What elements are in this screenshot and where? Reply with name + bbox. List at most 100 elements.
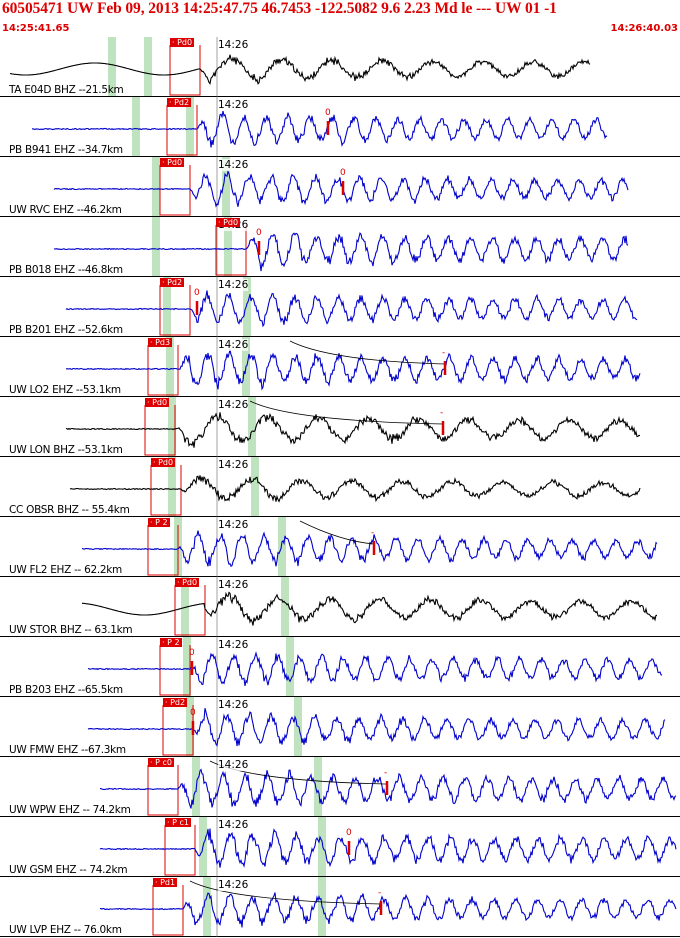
trace-canvas <box>0 217 680 277</box>
trace-row[interactable]: 14:26 · P c1 0 UW GSM EHZ -- 74.2km <box>0 817 680 877</box>
trace-row[interactable]: 14:26 · Pd2 0 PB B941 EHZ --34.7km <box>0 97 680 157</box>
station-label: CC OBSR BHZ -- 55.4km <box>9 504 130 516</box>
p-pick-marker <box>147 525 179 576</box>
waveform-trace <box>53 232 629 272</box>
minute-tick-label: 14:26 <box>218 399 249 411</box>
trace-canvas <box>0 457 680 517</box>
phase-window-band <box>168 397 176 457</box>
trace-row[interactable]: 14:26 · Pd3 - UW LO2 EHZ --53.1km <box>0 337 680 397</box>
pick-label[interactable]: · Pd0 <box>216 218 241 227</box>
trace-row[interactable]: 14:26 · Pd0 0 UW RVC EHZ --46.2km <box>0 157 680 217</box>
minute-tick-label: 14:26 <box>218 879 249 891</box>
pick-label[interactable]: · P 2 <box>148 518 170 527</box>
phase-window-band <box>163 277 171 337</box>
pick-label[interactable]: · Pd0 <box>151 458 176 467</box>
p-pick-marker <box>159 645 191 696</box>
trace-canvas <box>0 577 680 637</box>
s-pick-label: 0 <box>346 828 352 838</box>
s-pick-label: - <box>384 768 388 778</box>
pick-label[interactable]: · P 2 <box>160 638 182 647</box>
station-label: TA E04D BHZ --21.5km <box>9 84 124 96</box>
pick-label[interactable]: · Pd1 <box>153 878 178 887</box>
minute-tick-label: 14:26 <box>218 39 249 51</box>
waveform-trace <box>82 591 658 626</box>
phase-window-band <box>166 337 174 397</box>
station-label: PB B203 EHZ --65.5km <box>9 684 123 696</box>
trace-row[interactable]: 14:26 · Pd0 - UW LON BHZ --53.1km <box>0 397 680 457</box>
trace-row[interactable]: 14:26 · Pd0 UW STOR BHZ -- 63.1km <box>0 577 680 637</box>
waveform-trace <box>81 530 658 568</box>
pick-label[interactable]: · P c1 <box>165 818 191 827</box>
pick-label[interactable]: · Pd0 <box>175 578 200 587</box>
p-pick-marker <box>164 825 196 876</box>
waveform-trace <box>69 475 641 503</box>
p-pick-marker <box>147 345 179 396</box>
pick-label[interactable]: · Pd3 <box>148 338 173 347</box>
trace-canvas <box>0 517 680 577</box>
trace-row[interactable]: 14:26 · Pd0 TA E04D BHZ --21.5km <box>0 37 680 97</box>
trace-row[interactable]: 14:26 · Pd2 0 PB B201 EHZ --52.6km <box>0 277 680 337</box>
trace-row[interactable]: 14:26 · Pd2 0 UW FMW EHZ --67.3km <box>0 697 680 757</box>
pick-label[interactable]: · Pd0 <box>145 398 170 407</box>
trace-row[interactable]: 14:26 · P 2 0 PB B203 EHZ --65.5km <box>0 637 680 697</box>
phase-window-band <box>294 697 302 757</box>
pick-label[interactable]: · Pd2 <box>167 98 192 107</box>
p-pick-marker <box>174 585 206 636</box>
pick-label[interactable]: · Pd0 <box>170 38 195 47</box>
waveform-trace <box>87 708 666 747</box>
station-label: UW FL2 EHZ -- 62.2km <box>9 564 122 576</box>
phase-window-band <box>224 217 232 277</box>
trace-canvas <box>0 697 680 757</box>
pick-label[interactable]: · Pd2 <box>160 278 185 287</box>
waveform-trace <box>53 169 629 208</box>
minute-tick-label: 14:26 <box>218 279 249 291</box>
phase-window-band <box>318 817 326 877</box>
station-label: UW RVC EHZ --46.2km <box>9 204 122 216</box>
phase-window-band <box>144 37 152 97</box>
station-label: UW LO2 EHZ --53.1km <box>9 384 121 396</box>
trace-canvas <box>0 37 680 97</box>
coda-decay-curve <box>299 520 375 545</box>
s-pick-label: 0 <box>194 288 200 298</box>
pick-label[interactable]: · Pd0 <box>160 158 185 167</box>
trace-row[interactable]: 14:26 · P 2 - UW FL2 EHZ -- 62.2km <box>0 517 680 577</box>
waveform-trace <box>99 828 677 868</box>
trace-canvas <box>0 97 680 157</box>
trace-row[interactable]: 14:26 · Pd1 - UW LVP EHZ -- 76.0km <box>0 877 680 937</box>
trace-row[interactable]: 14:26 · P c0 - UW WPW EHZ -- 74.2km <box>0 757 680 817</box>
minute-tick-label: 14:26 <box>218 639 249 651</box>
p-pick-marker <box>144 405 176 456</box>
waveform-trace <box>87 651 663 687</box>
waveform-trace <box>31 110 608 148</box>
phase-window-band <box>281 577 289 637</box>
s-pick-label: 0 <box>190 708 196 718</box>
trace-canvas <box>0 637 680 697</box>
coda-decay-curve <box>289 340 446 365</box>
phase-window-band <box>132 97 140 157</box>
pick-label[interactable]: · P c0 <box>148 758 174 767</box>
pick-label[interactable]: · Pd2 <box>163 698 188 707</box>
p-pick-marker <box>159 165 191 216</box>
phase-window-band <box>248 397 256 457</box>
minute-tick-label: 14:26 <box>218 699 249 711</box>
p-pick-marker <box>152 885 184 936</box>
coda-decay-curve <box>189 880 382 905</box>
s-pick-label: 0 <box>189 648 195 658</box>
station-label: UW LVP EHZ -- 76.0km <box>9 924 122 936</box>
phase-window-band <box>152 157 160 217</box>
phase-window-band <box>168 457 176 517</box>
p-pick-marker <box>215 225 247 276</box>
station-label: UW LON BHZ --53.1km <box>9 444 123 456</box>
phase-window-band <box>222 157 230 217</box>
phase-window-band <box>286 637 294 697</box>
phase-window-band <box>186 97 194 157</box>
station-label: PB B201 EHZ --52.6km <box>9 324 123 336</box>
phase-window-band <box>251 457 259 517</box>
trace-row[interactable]: 14:26 · Pd0 CC OBSR BHZ -- 55.4km <box>0 457 680 517</box>
waveform-trace <box>9 54 591 85</box>
phase-window-band <box>183 637 191 697</box>
s-pick-label: - <box>440 408 444 418</box>
window-end-time: 14:26:40.03 <box>610 23 678 34</box>
minute-tick-label: 14:26 <box>218 99 249 111</box>
